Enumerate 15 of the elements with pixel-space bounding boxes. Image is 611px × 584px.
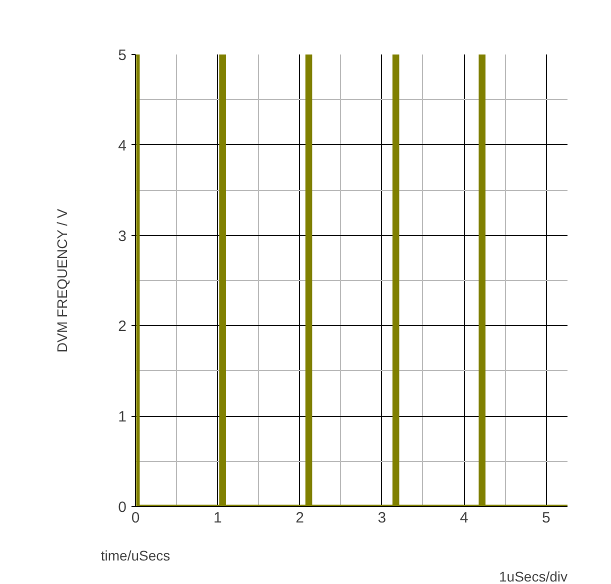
y-tick-label: 5 bbox=[118, 47, 126, 64]
x-tick-label: 2 bbox=[296, 510, 304, 526]
x-axis-title: time/uSecs bbox=[100, 548, 170, 564]
x-tick-label: 1 bbox=[213, 510, 222, 526]
text: 1uSecs/div bbox=[499, 568, 568, 584]
x-tick-label: 3 bbox=[378, 510, 386, 526]
x-tick-label: 4 bbox=[460, 510, 468, 526]
x-tick-label: 0 bbox=[131, 510, 140, 526]
x-tick-label: 5 bbox=[542, 510, 550, 526]
y-tick-label: 2 bbox=[118, 318, 126, 336]
y-tick-label: 1 bbox=[118, 408, 126, 426]
y-tick-label: 3 bbox=[118, 228, 126, 245]
y-tick-label: 4 bbox=[118, 137, 126, 154]
y-axis-title: DVM FREQUENCY / V bbox=[54, 208, 70, 352]
y-tick-label: 0 bbox=[118, 499, 126, 516]
